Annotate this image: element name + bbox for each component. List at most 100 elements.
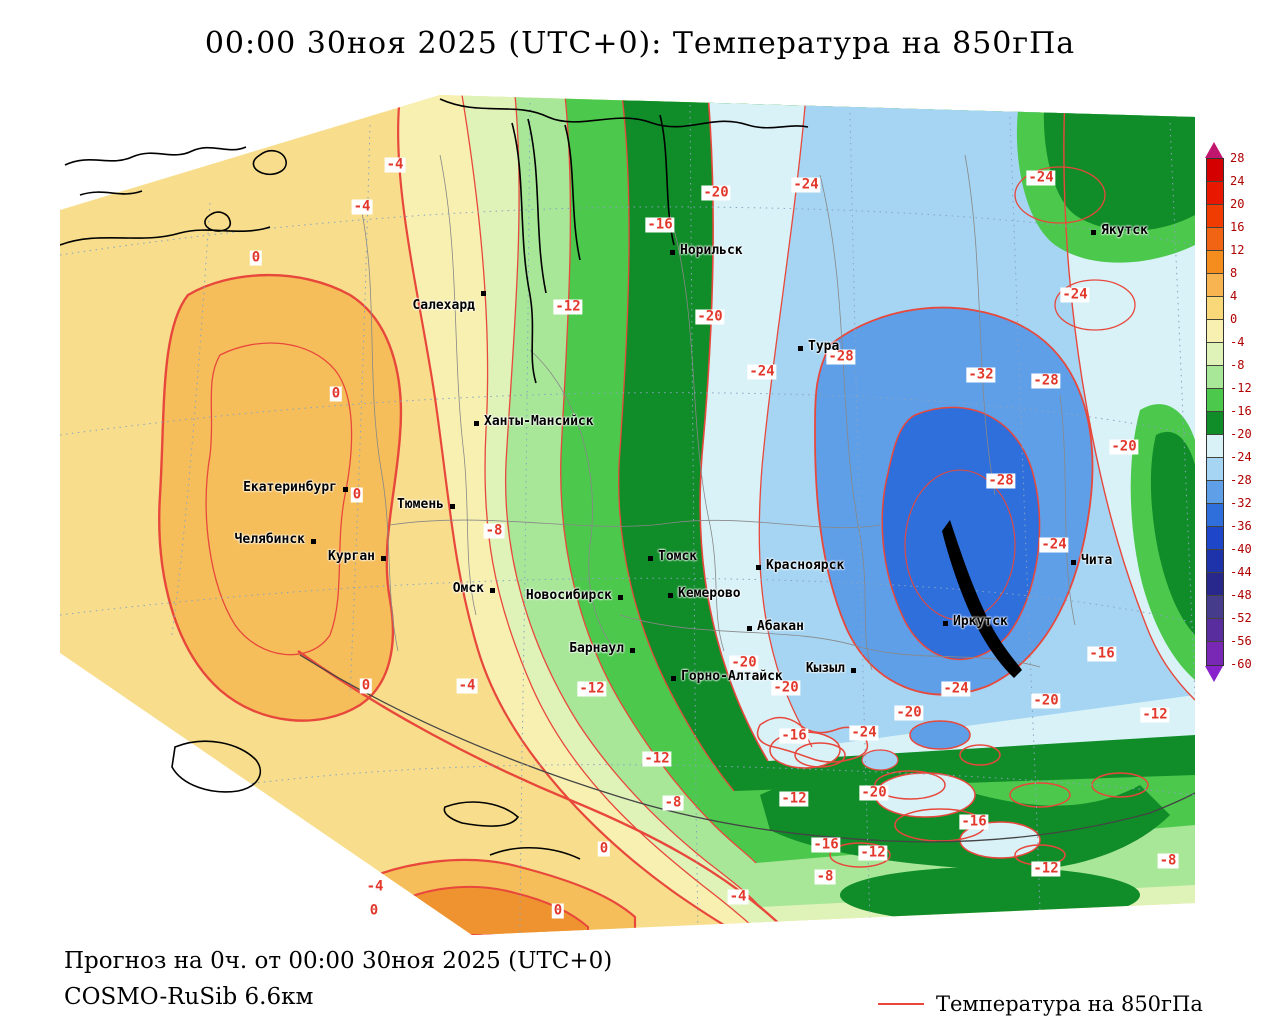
weather-map: Якутск Норильск Салехард Тура Ханты-Мансийск… [60,95,1195,935]
colorbar-tick: -48 [1230,588,1252,602]
contour-label: -16 [779,727,809,744]
temperature-colorbar: 28 24 20 16 12 8 4 0 -4 -8 -12 -16 -20 -24 -28 -32 -36 -4… [1205,142,1252,682]
colorbar-segment [1207,343,1223,366]
colorbar-arrow-down-icon [1205,666,1223,682]
colorbar-segment [1207,182,1223,205]
city-label: Абакан [757,619,804,634]
colorbar-tick: -4 [1230,335,1245,349]
legend: Температура на 850гПа [878,992,1203,1016]
city-marker [1071,560,1076,565]
contour-label: -12 [779,790,809,807]
colorbar-segment [1207,228,1223,251]
city-marker [670,250,675,255]
colorbar-tick: 24 [1230,174,1245,188]
contour-label: -24 [1039,536,1069,553]
contour-label: -24 [747,363,777,380]
city-marker [481,291,486,296]
legend-label: Температура на 850гПа [936,992,1203,1016]
map-overlays: Якутск Норильск Салехард Тура Ханты-Мансийск… [60,95,1195,935]
colorbar-segment [1207,550,1223,573]
colorbar-segment [1207,366,1223,389]
city-label: Норильск [680,243,743,258]
city-label: Томск [658,549,698,564]
contour-label: -24 [1060,286,1090,303]
contour-label: -16 [811,836,841,853]
contour-label: -20 [701,184,731,201]
model-caption: COSMO-RuSib 6.6км [64,984,314,1010]
city-marker [756,565,761,570]
colorbar-tick: -40 [1230,542,1252,556]
city-label: Тура [808,339,840,354]
contour-label: -8 [1157,852,1179,869]
contour-label: -8 [814,868,836,885]
city-marker [747,626,752,631]
colorbar-tick: -56 [1230,634,1252,648]
colorbar-tick: 12 [1230,243,1245,257]
contour-label: -20 [1109,438,1139,455]
contour-label: -12 [858,844,888,861]
contour-label: 0 [551,902,565,919]
city-marker [630,648,635,653]
city-label: Горно-Алтайск [681,669,783,684]
isotherm-line-sample [878,1003,924,1005]
temperature-field [60,95,1195,935]
city-label: Новосибирск [525,588,612,603]
city-label: Чита [1081,553,1113,568]
colorbar-track [1206,158,1224,666]
city-marker [490,588,495,593]
city-label: Екатеринбург [243,480,337,495]
contour-label: -12 [1031,860,1061,877]
colorbar-tick: -52 [1230,611,1252,625]
colorbar-tick: -20 [1230,427,1252,441]
city-marker [343,487,348,492]
city-label: Омск [452,581,484,596]
city-marker [618,595,623,600]
contour-label: -24 [849,724,879,741]
colorbar-segment [1207,412,1223,435]
colorbar-segment [1207,573,1223,596]
colorbar-segment [1207,435,1223,458]
colorbar-tick: 16 [1230,220,1245,234]
contour-label: -16 [645,216,675,233]
colorbar-segment [1207,205,1223,228]
colorbar-tick: 20 [1230,197,1245,211]
colorbar-segment [1207,458,1223,481]
colorbar-tick: -24 [1230,450,1252,464]
colorbar-tick: -60 [1230,657,1252,671]
contour-label: -4 [456,677,478,694]
contour-label: -4 [384,156,406,173]
contour-label: -4 [351,198,373,215]
admin-boundaries [361,154,1076,671]
colorbar-segment [1207,481,1223,504]
contour-label: -12 [577,680,607,697]
colorbar-segment [1207,527,1223,550]
city-label: Якутск [1101,223,1148,238]
contour-label: 0 [367,902,381,919]
city-marker [311,539,316,544]
contour-label: -16 [959,813,989,830]
city-marker [1091,230,1096,235]
city-label: Салехард [412,298,475,313]
colorbar-tick: -8 [1230,358,1245,372]
contour-label: -8 [662,794,684,811]
colorbar-segment [1207,159,1223,182]
city-label: Кемерово [678,586,741,601]
contour-label: -12 [642,750,672,767]
page-title: 00:00 30ноя 2025 (UTC+0): Температура на… [204,26,1076,61]
colorbar-tick: -28 [1230,473,1252,487]
city-label: Кызыл [805,661,845,676]
colorbar-segment [1207,642,1223,665]
contour-label: -24 [1026,169,1056,186]
city-marker [450,504,455,509]
contour-label: -4 [727,888,749,905]
colorbar-tick: 4 [1230,289,1238,303]
contour-label: -28 [986,472,1016,489]
contour-label: 0 [249,249,263,266]
colorbar-segment [1207,504,1223,527]
city-marker [381,556,386,561]
city-label: Тюмень [397,497,444,512]
colorbar-segment [1207,251,1223,274]
forecast-caption: Прогноз на 0ч. от 00:00 30ноя 2025 (UTC+… [64,948,613,974]
contour-label: 0 [329,385,343,402]
city-label: Ханты-Мансийск [484,414,594,429]
